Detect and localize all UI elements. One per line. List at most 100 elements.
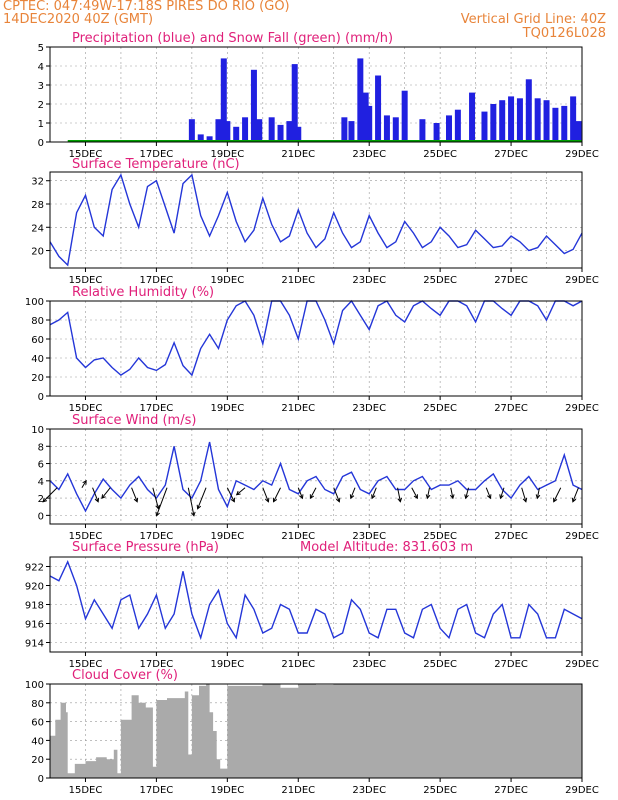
wind-arrowhead-25: [522, 497, 528, 503]
wind-vector-17: [371, 487, 377, 499]
ytick-label-pres-1: 916: [25, 620, 44, 631]
wind-arrowhead-4: [133, 497, 139, 503]
ytick-label-pres-4: 922: [25, 563, 44, 574]
precip-bar-28: [469, 92, 476, 142]
precip-bar-14: [295, 126, 302, 142]
wind-arrowhead-17: [371, 494, 376, 500]
precip-bar-20: [375, 75, 382, 142]
wind-arrowhead-26: [535, 494, 541, 500]
ytick-label-rh-4: 80: [31, 316, 44, 327]
header-station: CPTEC: 047:49W-17:18S PIRES DO RIO (GO): [3, 0, 290, 14]
wind-arrowhead-28: [571, 497, 577, 503]
wind-vector-18: [397, 487, 401, 502]
xtick-label-rh-0: 15DEC: [69, 403, 103, 414]
panel-title-cloud: Cloud Cover (%): [72, 668, 178, 683]
ytick-label-wind-3: 6: [38, 460, 44, 471]
precip-bar-30: [490, 104, 497, 142]
panel-title-temp: Surface Temperature (nC): [72, 157, 240, 172]
precip-bar-23: [401, 90, 408, 142]
wind-arrowhead-2: [94, 497, 100, 503]
xtick-label-wind-0: 15DEC: [69, 531, 103, 542]
xtick-label-cloud-1: 17DEC: [140, 785, 174, 796]
precip-bar-0: [188, 119, 195, 142]
precip-bar-12: [286, 121, 293, 142]
precip-bar-16: [348, 121, 355, 142]
panel-frame-cloud: [49, 683, 583, 779]
wind-vector-1: [81, 480, 87, 488]
ytick-label-pres-0: 914: [25, 639, 44, 650]
wind-arrowhead-15: [335, 497, 341, 503]
wind-vector-20: [426, 487, 430, 499]
cloud-area: [50, 684, 582, 778]
wind-arrowhead-18: [397, 497, 403, 503]
wind-vector-24: [499, 487, 505, 499]
precip-bar-38: [561, 105, 568, 142]
ytick-label-precip-1: 1: [38, 119, 44, 130]
ytick-label-rh-5: 100: [25, 297, 44, 308]
xtick-label-precip-7: 29DEC: [565, 149, 599, 160]
wind-arrowhead-3: [101, 494, 106, 500]
wind-arrowhead-7: [190, 511, 196, 517]
wind-arrowhead-14: [309, 494, 315, 500]
precip-bar-40: [575, 121, 582, 142]
panel-frame-wind: [49, 428, 583, 525]
wind-vector-26: [536, 487, 540, 499]
precip-bar-5: [224, 121, 231, 142]
wind-vector-16: [350, 487, 356, 499]
precip-bar-15: [341, 117, 348, 142]
series-line-wind: [49, 441, 583, 513]
xtick-label-rh-5: 25DEC: [423, 403, 457, 414]
panel-title-wind: Surface Wind (m/s): [72, 413, 196, 428]
wind-arrowhead-12: [272, 497, 278, 503]
wind-arrowhead-10: [235, 490, 241, 496]
xtick-label-precip-4: 23DEC: [352, 149, 386, 160]
xtick-label-rh-3: 21DEC: [281, 403, 315, 414]
wind-arrowhead-6: [155, 511, 160, 517]
precip-bar-13: [291, 64, 298, 142]
ytick-label-cloud-5: 100: [25, 680, 44, 691]
wind-arrowhead-19: [413, 494, 418, 500]
precip-bar-29: [481, 111, 488, 142]
xtick-label-pres-2: 19DEC: [210, 659, 244, 670]
xtick-label-pres-3: 21DEC: [281, 659, 315, 670]
xtick-label-wind-7: 29DEC: [565, 531, 599, 542]
wind-vector-3: [101, 487, 111, 499]
wind-arrowhead-1: [82, 479, 87, 485]
precip-bar-11: [277, 124, 284, 142]
ytick-label-cloud-3: 60: [31, 718, 44, 729]
xtick-label-cloud-7: 29DEC: [565, 785, 599, 796]
wind-vector-25: [521, 487, 527, 502]
xtick-label-pres-0: 15DEC: [69, 659, 103, 670]
precip-bar-25: [433, 123, 440, 142]
ytick-label-wind-1: 2: [38, 494, 44, 505]
xtick-label-rh-1: 17DEC: [140, 403, 174, 414]
xtick-label-precip-0: 15DEC: [69, 149, 103, 160]
ytick-label-temp-2: 28: [31, 200, 44, 211]
wind-vector-22: [465, 487, 469, 499]
xtick-label-temp-1: 17DEC: [140, 275, 174, 286]
ytick-label-rh-0: 0: [38, 392, 44, 403]
wind-vector-28: [572, 487, 579, 502]
xtick-label-temp-4: 23DEC: [352, 275, 386, 286]
wind-arrowhead-13: [299, 494, 304, 500]
precip-bar-31: [499, 100, 506, 142]
xtick-label-temp-3: 21DEC: [281, 275, 315, 286]
panel-title-rh: Relative Humidity (%): [72, 285, 214, 300]
ytick-label-pres-2: 918: [25, 601, 44, 612]
xtick-label-cloud-6: 27DEC: [494, 785, 528, 796]
wind-vector-9: [226, 487, 235, 502]
precip-bar-9: [256, 119, 263, 142]
xtick-label-pres-1: 17DEC: [140, 659, 174, 670]
xtick-label-precip-1: 17DEC: [140, 149, 174, 160]
wind-arrowhead-8: [196, 504, 202, 510]
precip-bar-36: [543, 100, 550, 142]
wind-arrowhead-23: [487, 494, 492, 500]
xtick-label-pres-4: 23DEC: [352, 659, 386, 670]
ytick-label-temp-3: 32: [31, 177, 44, 188]
wind-vector-19: [411, 487, 418, 499]
xtick-label-wind-6: 27DEC: [494, 531, 528, 542]
precip-bar-7: [242, 117, 249, 142]
xtick-label-wind-5: 25DEC: [423, 531, 457, 542]
ytick-label-precip-3: 3: [38, 81, 44, 92]
xtick-label-pres-6: 27DEC: [494, 659, 528, 670]
